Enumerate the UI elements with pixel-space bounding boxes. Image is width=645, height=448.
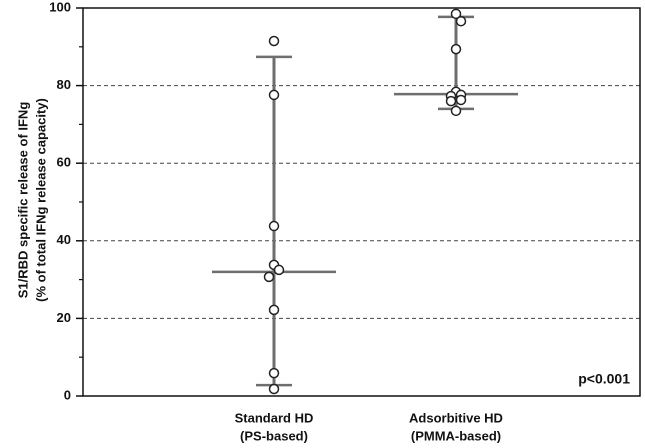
data-point — [263, 271, 275, 283]
y-tick-label: 60 — [57, 155, 71, 170]
y-axis-label: S1/RBD specific release of IFNg — [15, 102, 30, 299]
data-point — [268, 220, 280, 232]
data-point — [273, 264, 285, 276]
y-tick-label: 40 — [57, 232, 71, 247]
data-point — [455, 15, 467, 27]
x-tick-label: (PS-based) — [240, 428, 308, 443]
x-tick-label: Standard HD — [235, 410, 314, 425]
data-point — [455, 94, 467, 106]
plot-frame — [82, 7, 641, 397]
x-tick-label: Adsorbitive HD — [409, 410, 503, 425]
data-point — [450, 105, 462, 117]
y-tick-label: 20 — [57, 310, 71, 325]
y-axis-label: (% of total IFNg release capacity) — [33, 98, 48, 302]
data-point — [450, 8, 462, 20]
data-point — [268, 89, 280, 101]
data-point — [268, 383, 280, 395]
data-point — [268, 35, 280, 47]
annotation: p<0.001 — [578, 371, 630, 387]
data-point — [445, 95, 457, 107]
data-point — [450, 43, 462, 55]
x-tick-label: (PMMA-based) — [411, 428, 501, 443]
y-tick-label: 100 — [49, 0, 71, 14]
y-tick-label: 80 — [57, 77, 71, 92]
data-point — [268, 304, 280, 316]
y-tick-label: 0 — [64, 387, 71, 402]
data-point — [268, 367, 280, 379]
